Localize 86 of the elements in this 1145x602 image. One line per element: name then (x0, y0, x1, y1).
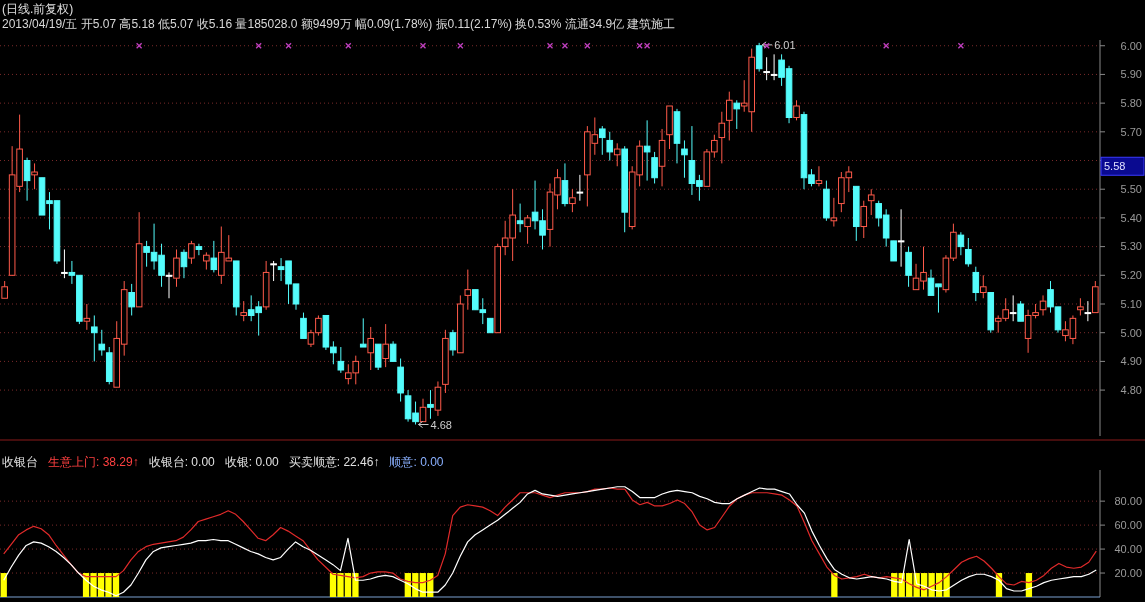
candlestick (173, 248, 180, 288)
candlestick (300, 312, 307, 339)
candlestick (434, 380, 442, 417)
y-tick-label: 20.00 (1114, 566, 1142, 579)
text: 收银: 0.00 (224, 455, 280, 469)
candlestick (165, 271, 173, 299)
candlestick (367, 326, 375, 371)
candlestick (98, 329, 106, 357)
candlestick (979, 274, 987, 299)
y-tick-label: 80.00 (1114, 495, 1142, 507)
candlestick (725, 91, 733, 141)
y-tick-label: 5.80 (1120, 96, 1142, 109)
y-tick-label: 5.20 (1120, 269, 1142, 282)
text: 2013/04/19/五 开5.07 高5.18 低5.07 收5.16 量185028.0 额9499万 幅0.09(1.78%) 振0.11(2.17%) 换0.53% 流通34.9亿 建筑施工 (2, 17, 676, 31)
candlestick (524, 214, 531, 245)
y-tick-label: 5.90 (1120, 68, 1142, 81)
candlestick (83, 303, 91, 331)
candlestick (180, 248, 188, 279)
candlestick (770, 53, 778, 81)
chart-title: 收银台 (2, 455, 38, 469)
candlestick (1017, 300, 1024, 322)
candlestick (651, 151, 658, 184)
candlestick (815, 165, 823, 187)
candlestick (890, 240, 897, 262)
text: 顺意: 0.00 (389, 455, 444, 469)
candlestick (449, 329, 457, 357)
y-tick-label: 5.40 (1120, 211, 1142, 224)
candlestick (598, 125, 606, 156)
candlestick (718, 111, 726, 164)
candlestick (965, 237, 972, 268)
candlestick (195, 243, 203, 256)
candlestick (337, 346, 345, 374)
candlestick (389, 340, 397, 362)
y-tick-label: 5.00 (1120, 326, 1142, 339)
candlestick (270, 260, 277, 282)
candlestick (972, 266, 980, 302)
candlestick (210, 240, 218, 273)
text: 收银台: 0.00 (148, 455, 216, 469)
y-tick-label: 60.00 (1114, 518, 1142, 531)
annotation: 6.01 (774, 38, 796, 51)
y-tick-label: 40.00 (1114, 542, 1142, 555)
candlestick (128, 283, 135, 316)
y-tick-label: 5.10 (1120, 297, 1142, 310)
candlestick (733, 99, 741, 130)
text: 生意上门: 38.29↑ (48, 455, 139, 469)
candlestick (897, 208, 905, 268)
candlestick (793, 99, 800, 121)
y-tick-label: 4.80 (1120, 383, 1142, 396)
chart-title: (日线.前复权) (2, 2, 74, 16)
candlestick (957, 231, 965, 256)
candlestick (860, 200, 868, 239)
text: 5.58 (1104, 160, 1126, 173)
y-tick-label: 5.50 (1120, 183, 1142, 196)
y-tick-label: 5.30 (1120, 240, 1142, 253)
candlestick (91, 314, 98, 362)
candlestick (374, 343, 382, 371)
candlestick (613, 142, 621, 167)
candlestick (755, 42, 763, 73)
candlestick (1039, 294, 1047, 316)
candlestick (427, 389, 434, 420)
candlestick (905, 246, 912, 288)
candlestick (188, 240, 195, 265)
candlestick (763, 56, 770, 81)
y-tick-label: 5.70 (1120, 125, 1142, 138)
y-tick-label: 4.90 (1120, 355, 1142, 368)
candlestick (867, 188, 875, 216)
candlestick (516, 203, 524, 233)
candlestick (31, 162, 38, 190)
candlestick (464, 269, 472, 311)
candlestick (382, 323, 389, 368)
candlestick (1084, 300, 1092, 322)
candlestick (359, 317, 367, 348)
candlestick (681, 139, 688, 179)
candlestick (643, 119, 651, 182)
candlestick (240, 300, 248, 322)
y-tick-label: 6.00 (1120, 39, 1142, 52)
candlestick (23, 157, 31, 202)
candlestick (61, 248, 68, 279)
candlestick (569, 188, 576, 213)
candlestick (576, 174, 584, 202)
candlestick (1009, 294, 1017, 322)
annotation: 4.68 (430, 418, 452, 431)
candlestick (606, 131, 614, 162)
candlestick (561, 162, 569, 207)
text: 买卖顺意: 22.46↑ (288, 455, 380, 469)
candlestick (830, 197, 838, 228)
